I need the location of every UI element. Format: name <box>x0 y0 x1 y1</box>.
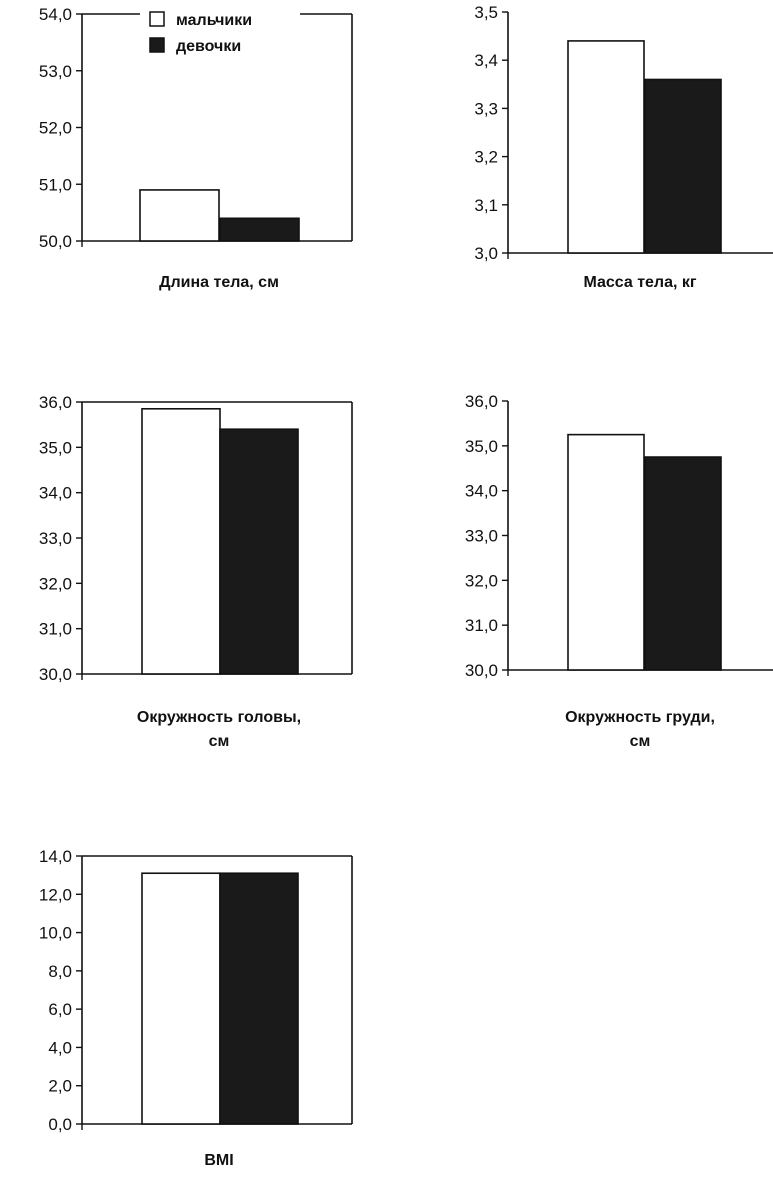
x-axis-label: Масса тела, кг <box>583 274 696 291</box>
legend-label-boys: мальчики <box>176 12 252 29</box>
y-tick-label: 3,1 <box>474 196 498 215</box>
x-axis-label: см <box>209 733 230 750</box>
y-tick-label: 6,0 <box>48 1000 72 1019</box>
x-axis-label: BMI <box>204 1152 233 1169</box>
x-axis-label: см <box>630 733 651 750</box>
y-tick-label: 53,0 <box>39 62 72 81</box>
y-tick-label: 32,0 <box>39 574 72 593</box>
bar-girls <box>219 872 299 1125</box>
y-tick-label: 52,0 <box>39 119 72 138</box>
bar-boys <box>141 407 221 675</box>
legend-swatch-boys <box>149 11 165 27</box>
y-tick-label: 32,0 <box>465 571 498 590</box>
y-tick-label: 34,0 <box>39 484 72 503</box>
bar-boys <box>567 40 645 254</box>
y-tick-label: 12,0 <box>39 885 72 904</box>
y-tick-label: 50,0 <box>39 232 72 251</box>
y-tick-label: 3,0 <box>474 244 498 263</box>
y-tick-label: 30,0 <box>465 661 498 680</box>
y-tick-label: 8,0 <box>48 962 72 981</box>
y-tick-label: 3,5 <box>474 3 498 22</box>
chart-bmi: 0,0 2,0 4,0 6,0 8,0 10,0 12,0 14,0 BMI <box>39 847 353 1169</box>
y-tick-label: 0,0 <box>48 1115 72 1134</box>
y-tick-label: 34,0 <box>465 482 498 501</box>
x-axis-label: Окружность груди, <box>565 709 715 726</box>
y-tick-label: 30,0 <box>39 665 72 684</box>
bar-girls <box>644 78 722 254</box>
y-tick-label: 35,0 <box>39 438 72 457</box>
chart-body-mass: 3,0 3,1 3,2 3,3 3,4 3,5 Масса тела, кг <box>474 3 773 291</box>
y-tick-label: 31,0 <box>465 616 498 635</box>
y-tick-label: 31,0 <box>39 620 72 639</box>
y-tick-label: 33,0 <box>465 527 498 546</box>
y-tick-label: 54,0 <box>39 5 72 24</box>
y-tick-label: 14,0 <box>39 847 72 866</box>
legend: мальчики девочки <box>149 11 252 55</box>
y-tick-label: 36,0 <box>465 392 498 411</box>
y-tick-label: 10,0 <box>39 924 72 943</box>
chart-body-length: 50,0 51,0 52,0 53,0 54,0 Длина тела, см <box>39 5 353 291</box>
x-axis-label: Окружность головы, <box>137 709 301 726</box>
legend-label-girls: девочки <box>176 38 241 55</box>
bar-girls <box>219 428 299 675</box>
y-tick-label: 35,0 <box>465 437 498 456</box>
x-axis-label: Длина тела, см <box>159 274 279 291</box>
bar-boys <box>141 872 221 1125</box>
bar-boys <box>139 189 220 242</box>
chart-chest-circ: 30,0 31,0 32,0 33,0 34,0 35,0 36,0 Окружность г… <box>465 392 773 750</box>
y-tick-label: 3,4 <box>474 51 498 70</box>
y-tick-label: 33,0 <box>39 529 72 548</box>
y-tick-label: 4,0 <box>48 1038 72 1057</box>
y-tick-label: 3,2 <box>474 148 498 167</box>
bar-girls <box>219 217 300 242</box>
y-tick-label: 2,0 <box>48 1077 72 1096</box>
y-tick-label: 51,0 <box>39 175 72 194</box>
bar-girls <box>644 456 722 671</box>
y-tick-label: 3,3 <box>474 99 498 118</box>
y-tick-label: 36,0 <box>39 393 72 412</box>
chart-head-circ: 30,0 31,0 32,0 33,0 34,0 35,0 36,0 Окружность г… <box>39 393 353 750</box>
bar-boys <box>567 433 645 671</box>
legend-swatch-girls <box>149 37 165 53</box>
